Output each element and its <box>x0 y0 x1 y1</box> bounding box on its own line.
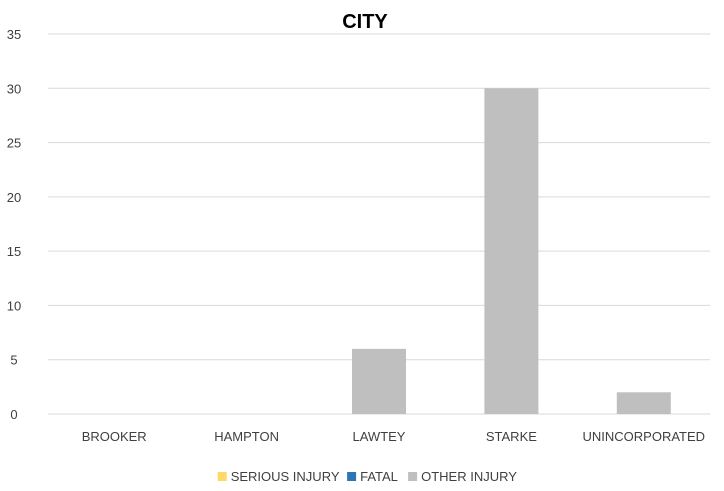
legend-swatch-serious-injury <box>217 472 227 481</box>
legend: SERIOUS INJURY FATAL OTHER INJURY <box>217 469 517 484</box>
legend-label: FATAL <box>360 469 398 484</box>
bars <box>352 88 671 415</box>
bar-lawtey-other-injury <box>352 348 406 414</box>
legend-swatch-other-injury <box>408 472 418 481</box>
y-tick-label: 35 <box>7 27 21 42</box>
y-axis-ticks: 0 5 10 15 20 25 30 35 <box>7 27 21 422</box>
y-tick-label: 15 <box>7 244 21 259</box>
y-tick-label: 30 <box>7 81 21 96</box>
x-tick-label: LAWTEY <box>353 429 406 444</box>
bar-starke-other-injury <box>484 88 539 415</box>
x-tick-label: UNINCORPORATED <box>583 429 706 444</box>
y-tick-label: 5 <box>10 353 17 368</box>
x-axis-ticks: BROOKER HAMPTON LAWTEY STARKE UNINCORPORATED <box>82 429 705 444</box>
y-tick-label: 0 <box>10 407 17 422</box>
y-tick-label: 25 <box>7 136 21 151</box>
legend-label: SERIOUS INJURY <box>231 469 340 484</box>
x-tick-label: HAMPTON <box>214 429 279 444</box>
x-tick-label: STARKE <box>486 429 537 444</box>
y-tick-label: 10 <box>7 298 21 313</box>
y-tick-label: 20 <box>7 190 21 205</box>
x-tick-label: BROOKER <box>82 429 147 444</box>
bar-unincorporated-other-injury <box>616 392 671 414</box>
legend-label: OTHER INJURY <box>421 469 517 484</box>
gridlines <box>48 33 710 415</box>
chart-title: CITY <box>342 11 388 33</box>
legend-swatch-fatal <box>347 472 357 481</box>
